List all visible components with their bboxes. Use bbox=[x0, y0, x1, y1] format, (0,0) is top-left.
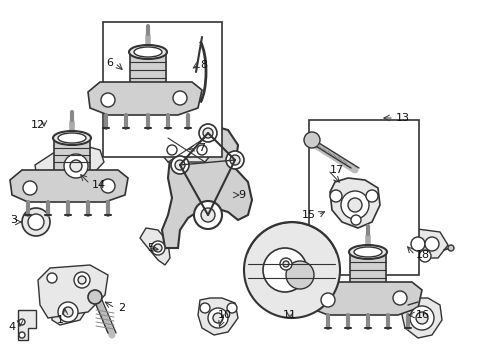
Text: 6: 6 bbox=[106, 58, 113, 68]
Circle shape bbox=[225, 151, 244, 169]
Polygon shape bbox=[162, 125, 251, 248]
Circle shape bbox=[22, 208, 50, 236]
Ellipse shape bbox=[129, 45, 167, 59]
Circle shape bbox=[19, 319, 25, 325]
Ellipse shape bbox=[134, 47, 162, 57]
Circle shape bbox=[200, 303, 209, 313]
Text: 10: 10 bbox=[218, 310, 231, 320]
Bar bbox=[103, 22, 222, 157]
Polygon shape bbox=[407, 228, 447, 258]
Circle shape bbox=[285, 261, 313, 289]
Ellipse shape bbox=[353, 247, 381, 257]
Text: 15: 15 bbox=[302, 210, 315, 220]
Text: 2: 2 bbox=[118, 303, 125, 313]
Circle shape bbox=[226, 303, 237, 313]
Circle shape bbox=[101, 93, 115, 107]
Circle shape bbox=[350, 215, 360, 225]
Circle shape bbox=[392, 291, 406, 305]
Circle shape bbox=[418, 250, 430, 262]
Circle shape bbox=[347, 198, 361, 212]
Text: 7: 7 bbox=[198, 143, 204, 153]
Circle shape bbox=[171, 156, 189, 174]
Circle shape bbox=[229, 155, 240, 165]
Circle shape bbox=[203, 128, 213, 138]
Circle shape bbox=[197, 145, 206, 155]
Circle shape bbox=[19, 332, 25, 338]
Bar bbox=[54, 138, 90, 173]
Polygon shape bbox=[158, 138, 215, 162]
Circle shape bbox=[329, 190, 341, 202]
Circle shape bbox=[173, 91, 186, 105]
Polygon shape bbox=[401, 298, 441, 338]
Text: 16: 16 bbox=[415, 310, 429, 320]
Circle shape bbox=[207, 308, 227, 328]
Circle shape bbox=[263, 248, 306, 292]
Circle shape bbox=[70, 160, 82, 172]
Circle shape bbox=[424, 237, 438, 251]
Polygon shape bbox=[18, 310, 36, 340]
Circle shape bbox=[213, 313, 223, 323]
Circle shape bbox=[58, 302, 78, 322]
Circle shape bbox=[101, 179, 115, 193]
Text: 12: 12 bbox=[31, 120, 45, 130]
Ellipse shape bbox=[53, 131, 91, 145]
Circle shape bbox=[28, 214, 44, 230]
Text: 4: 4 bbox=[8, 322, 16, 332]
Text: 17: 17 bbox=[329, 165, 344, 175]
Circle shape bbox=[409, 306, 433, 330]
Circle shape bbox=[415, 312, 427, 324]
Circle shape bbox=[88, 290, 102, 304]
Text: 11: 11 bbox=[283, 310, 296, 320]
Polygon shape bbox=[329, 178, 379, 228]
Bar bbox=[349, 252, 385, 284]
Polygon shape bbox=[307, 282, 421, 315]
Ellipse shape bbox=[348, 245, 386, 259]
Text: 18: 18 bbox=[415, 250, 429, 260]
Text: 9: 9 bbox=[238, 190, 244, 200]
Circle shape bbox=[154, 244, 162, 252]
Circle shape bbox=[194, 201, 222, 229]
Circle shape bbox=[47, 273, 57, 283]
Circle shape bbox=[64, 154, 88, 178]
Circle shape bbox=[244, 222, 339, 318]
Circle shape bbox=[78, 276, 86, 284]
Circle shape bbox=[151, 241, 164, 255]
Circle shape bbox=[175, 160, 184, 170]
Circle shape bbox=[63, 307, 73, 317]
Circle shape bbox=[283, 261, 288, 267]
Polygon shape bbox=[10, 170, 128, 202]
Text: 1: 1 bbox=[57, 315, 63, 325]
Text: 14: 14 bbox=[92, 180, 106, 190]
Polygon shape bbox=[198, 298, 238, 335]
Circle shape bbox=[304, 132, 319, 148]
Circle shape bbox=[447, 245, 453, 251]
Text: 3: 3 bbox=[10, 215, 17, 225]
Circle shape bbox=[410, 237, 424, 251]
Circle shape bbox=[340, 191, 368, 219]
Bar bbox=[308, 120, 418, 275]
Bar bbox=[130, 52, 165, 84]
Circle shape bbox=[320, 293, 334, 307]
Circle shape bbox=[167, 145, 177, 155]
Text: 13: 13 bbox=[395, 113, 409, 123]
Polygon shape bbox=[52, 298, 88, 325]
Circle shape bbox=[199, 124, 217, 142]
Circle shape bbox=[23, 181, 37, 195]
Text: 8: 8 bbox=[200, 60, 207, 70]
Circle shape bbox=[280, 258, 291, 270]
Polygon shape bbox=[88, 82, 202, 115]
Ellipse shape bbox=[58, 133, 86, 143]
Circle shape bbox=[201, 208, 215, 222]
Polygon shape bbox=[140, 228, 170, 265]
Polygon shape bbox=[35, 145, 104, 185]
Circle shape bbox=[365, 190, 377, 202]
Text: 5: 5 bbox=[147, 243, 154, 253]
Circle shape bbox=[74, 272, 90, 288]
Polygon shape bbox=[38, 265, 108, 318]
